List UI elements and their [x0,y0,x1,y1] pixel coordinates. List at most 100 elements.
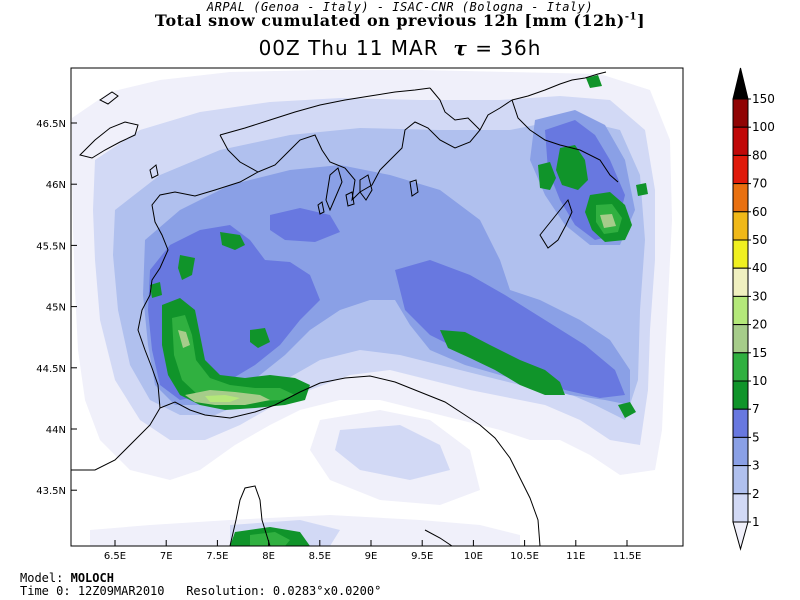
legend-swatch [732,380,749,410]
legend-level-label: 50 [752,233,767,247]
lat-tick-label: 46N [46,180,66,191]
legend-swatch [732,324,749,354]
legend-level-label: 2 [752,487,760,501]
model-info: Model: MOLOCH [20,571,114,585]
legend-swatch [732,239,749,269]
snow-level-10-area [220,232,245,250]
lat-tick-label: 44N [46,425,66,436]
border-switzerland-north [219,87,431,136]
legend-swatch [732,126,749,156]
lake-iseo [409,179,419,197]
legend-swatch [732,98,749,128]
snow-level-2-area [335,425,450,480]
legend-swatch [732,183,749,213]
snow-level-10-area [178,255,195,280]
snow-level-10-area [636,183,648,196]
legend-level-label: 150 [752,92,775,106]
snow-level-30-area [205,395,240,402]
legend-swatch [732,408,749,438]
legend-swatch [732,352,749,382]
snow-level-10-area [440,330,565,395]
snow-level-15-area [250,532,290,546]
snow-level-10-area [586,75,602,88]
longitude-labels: 6.5E 7E 7.5E 8E 8.5E 9E 9.5E 10E 10.5E 11E 11.5E [104,551,641,562]
legend-swatch [732,493,749,523]
legend-level-label: 100 [752,120,775,134]
lake-garda [539,198,573,249]
lake-lugano [345,191,355,207]
legend-swatch [732,154,749,185]
lat-tick-label: 45N [46,303,66,314]
snow-level-7-area [270,208,340,242]
forecast-time: 00Z Thu 11 MAR τ = 36h [258,36,542,60]
border-switzerland-austria [429,87,481,131]
trentino-border [511,99,619,183]
legend-level-label: 80 [752,148,767,162]
lon-tick-label: 10E [464,551,483,562]
run-info: Time 0: 12Z09MAR2010 Resolution: 0.0283°… [20,584,382,598]
border-austria-italy [511,71,607,101]
coastline-ligurian [159,375,541,546]
coastline-france [71,407,161,471]
border-france-italy [137,171,259,409]
producer-credit: ARPAL (Genoa - Italy) - ISAC-CNR (Bologn… [206,0,594,14]
map-title: Total snow cumulated on previous 12h [mm… [154,11,646,30]
legend-level-label: 20 [752,318,767,332]
legend-level-label: 3 [752,459,760,473]
map-outlines [71,71,619,546]
lake-como [359,174,373,201]
lon-tick-label: 6.5E [104,551,126,562]
snow-level-7-area [395,260,625,398]
legend-level-label: 10 [752,374,767,388]
legend-level-label: 70 [752,177,767,191]
lat-tick-label: 44.5N [36,364,66,375]
snow-level-10-area [250,328,270,348]
snow-level-10-area [618,402,636,418]
legend-level-label: 15 [752,346,767,360]
snow-level-10-area [556,145,588,190]
lon-tick-label: 10.5E [510,551,539,562]
legend-level-label: 40 [752,261,767,275]
snow-level-10-area [150,282,162,298]
snow-level-20-area [178,330,190,348]
lon-tick-label: 9.5E [411,551,433,562]
legend-swatch [732,211,749,241]
coastline-corsica [229,485,271,546]
legend-swatch [732,295,749,326]
lon-tick-label: 9E [365,551,378,562]
lake-orta [317,201,325,215]
lon-tick-label: 11.5E [613,551,642,562]
lon-tick-label: 7.5E [206,551,228,562]
legend-level-label: 1 [752,515,760,529]
lon-tick-label: 8E [262,551,275,562]
lat-tick-label: 46.5N [36,119,66,130]
axis-ticks [71,122,628,546]
coastline-capraia [424,529,453,546]
snow-level-10-area [538,162,556,190]
lon-tick-label: 8.5E [309,551,331,562]
lon-tick-label: 11E [566,551,585,562]
lat-tick-label: 45.5N [36,241,66,252]
legend-arrow-bottom [732,521,749,551]
legend-swatch [732,436,749,467]
legend-swatch [732,267,749,297]
lake-neuchatel [99,91,119,105]
latitude-labels: 46.5N 46N 45.5N 45N 44.5N 44N 43.5N [36,119,66,497]
snow-field [72,70,672,546]
legend-swatch [732,465,749,495]
legend-level-label: 30 [752,289,767,303]
snow-level-20-area [600,214,616,228]
color-legend: 1 2 3 5 7 10 15 20 30 40 50 60 70 80 100 150 [732,67,775,551]
lon-tick-label: 7E [160,551,173,562]
coastline-lake-annecy [149,164,159,179]
legend-level-label: 5 [752,430,760,444]
legend-arrow-top [732,67,749,100]
legend-level-label: 60 [752,205,767,219]
lake-maggiore [325,167,343,212]
lake-geneva [79,121,139,159]
border-switzerland-italy [257,99,513,202]
snow-level-15-area [172,315,295,402]
lat-tick-label: 43.5N [36,486,66,497]
border-swiss-west [219,134,259,173]
